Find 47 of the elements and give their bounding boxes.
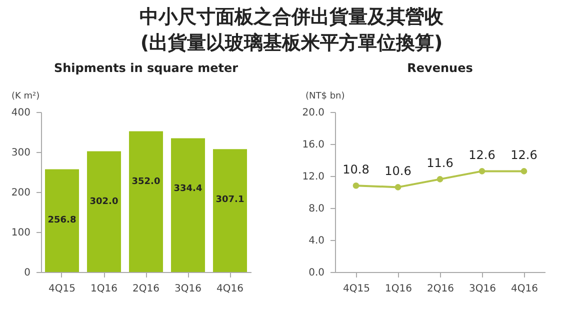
data-label: 12.6 xyxy=(510,148,538,162)
y-tick-label: 8.0 xyxy=(308,204,324,214)
x-tick-label: 4Q16 xyxy=(511,284,538,294)
y-axis-title: (NT$ bn) xyxy=(306,92,345,102)
x-tick-label: 2Q16 xyxy=(427,284,454,294)
x-tick-label: 3Q16 xyxy=(174,284,202,294)
bar xyxy=(213,149,247,272)
bar xyxy=(87,151,121,272)
x-tick-label: 4Q15 xyxy=(48,284,76,294)
x-tick-label: 1Q16 xyxy=(90,284,118,294)
y-axis-title: (K m²) xyxy=(12,92,40,102)
text: (出貨量以玻璃基板米平方單位換算) xyxy=(139,31,444,56)
y-tick-label: 0.0 xyxy=(308,268,324,278)
x-tick-label: 3Q16 xyxy=(469,284,496,294)
y-tick-label: 400 xyxy=(11,108,30,118)
data-label: 302.0 xyxy=(90,197,118,208)
chart-title: Shipments in square meter xyxy=(54,61,238,75)
data-label: 12.6 xyxy=(468,148,496,162)
y-tick-label: 0 xyxy=(24,268,30,278)
point xyxy=(394,184,402,190)
data-label: 10.8 xyxy=(342,162,370,177)
chart-title: Revenues xyxy=(407,61,473,75)
y-tick-label: 200 xyxy=(11,188,30,198)
point xyxy=(436,176,444,182)
y-tick-label: 12.0 xyxy=(302,172,324,182)
x-tick-label: 4Q16 xyxy=(216,284,244,294)
data-label: 10.6 xyxy=(384,164,412,178)
bar xyxy=(45,169,79,272)
data-label: 307.1 xyxy=(216,195,244,206)
y-tick-label: 16.0 xyxy=(302,140,324,150)
data-label: 256.8 xyxy=(48,215,76,226)
text: 中小尺寸面板之合併出貨量及其營收 xyxy=(138,5,444,30)
point xyxy=(352,182,360,189)
x-tick-label: 4Q15 xyxy=(343,284,370,294)
data-label: 334.4 xyxy=(174,184,202,194)
point xyxy=(478,168,486,174)
x-tick-label: 1Q16 xyxy=(385,284,412,294)
x-tick-label: 2Q16 xyxy=(132,284,160,294)
y-tick-label: 4.0 xyxy=(308,236,324,246)
y-tick-label: 100 xyxy=(11,228,30,238)
y-tick-label: 20.0 xyxy=(302,108,324,118)
data-label: 11.6 xyxy=(426,156,454,170)
data-label: 352.0 xyxy=(132,177,160,188)
y-tick-label: 300 xyxy=(11,148,30,158)
point xyxy=(520,168,528,174)
bar xyxy=(129,131,163,272)
bar xyxy=(171,138,205,272)
